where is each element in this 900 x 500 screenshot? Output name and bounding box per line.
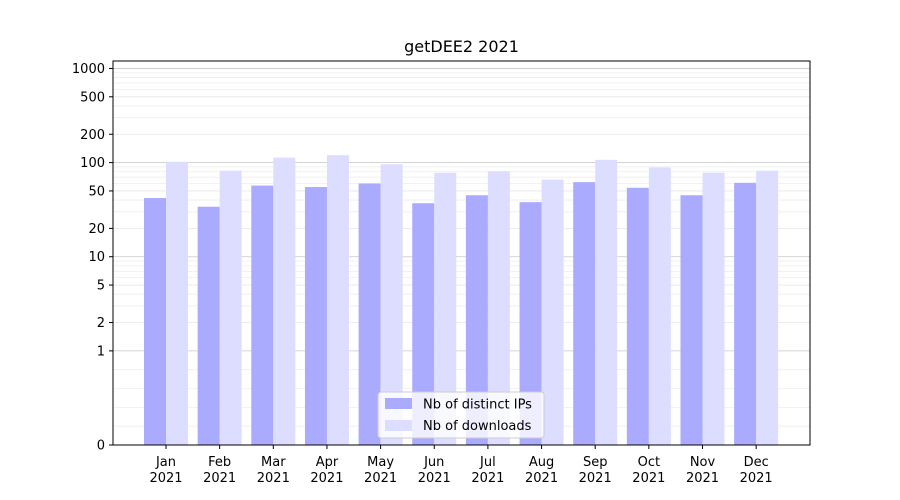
y-tick-label: 10 [88,250,105,265]
x-tick-label-month: Nov [690,455,716,470]
x-tick-label-month: Jun [423,455,444,470]
x-tick-label-month: Sep [583,455,608,470]
x-tick-label-year: 2021 [257,471,290,486]
bar-distinct-ips [358,183,381,445]
y-tick-label: 100 [80,156,105,171]
bar-downloads [434,172,457,445]
x-tick-label-year: 2021 [203,471,236,486]
bar-distinct-ips [519,202,542,445]
bar-distinct-ips [412,203,435,445]
chart-title: getDEE2 2021 [404,37,519,56]
x-tick-label-year: 2021 [149,471,182,486]
x-tick-label-year: 2021 [632,471,665,486]
bar-distinct-ips [251,185,274,446]
y-tick-label: 20 [88,222,105,237]
x-tick-label-month: Dec [744,455,769,470]
x-tick-label-year: 2021 [686,471,719,486]
legend-swatch-downloads [385,420,412,431]
legend-swatch-ips [385,398,412,409]
x-tick-label-year: 2021 [364,471,397,486]
x-tick-label-month: Mar [261,455,286,470]
x-tick-label-year: 2021 [471,471,504,486]
bar-downloads [326,155,349,445]
y-axis: 0 1 2 5 10 20 50 100 200 500 1000 [72,62,113,454]
legend-box [377,391,545,439]
bar-downloads [756,170,779,445]
bars [144,155,779,446]
x-tick-label-month: Feb [208,455,231,470]
x-tick-label-year: 2021 [525,471,558,486]
legend-label-ips: Nb of distinct IPs [423,398,532,413]
y-tick-label: 2 [97,316,105,331]
y-tick-label: 1000 [72,62,105,77]
bar-distinct-ips [144,198,166,445]
bar-distinct-ips [734,182,757,445]
bar-distinct-ips [626,187,649,445]
bar-distinct-ips [304,187,327,445]
bar-downloads [595,159,618,446]
legend: Nb of distinct IPs Nb of downloads [377,391,545,439]
y-tick-label: 500 [80,90,105,105]
bar-distinct-ips [465,195,488,445]
x-tick-label-month: Aug [529,455,554,470]
y-tick-label: 0 [97,439,105,454]
x-tick-label-year: 2021 [418,471,451,486]
plot-frame [112,60,811,446]
bar-downloads [702,172,725,445]
x-tick-label-year: 2021 [740,471,773,486]
x-tick-label-month: Jul [479,455,496,470]
bar-distinct-ips [680,195,703,445]
x-tick-label-month: Jan [155,455,176,470]
y-tick-label: 5 [97,279,105,294]
bar-downloads [541,179,564,446]
bar-distinct-ips [197,206,220,445]
bar-distinct-ips [573,182,596,445]
bar-downloads [487,171,510,445]
legend-label-downloads: Nb of downloads [423,419,532,434]
x-tick-label-year: 2021 [579,471,612,486]
bar-downloads [166,161,188,445]
bar-downloads [648,167,671,446]
y-tick-label: 50 [88,184,105,199]
x-tick-label-year: 2021 [310,471,343,486]
y-tick-label: 200 [80,128,105,143]
x-tick-label-month: Oct [638,455,660,470]
x-tick-label-month: May [367,455,394,470]
bar-downloads [380,164,403,445]
x-axis: Jan2021Feb2021Mar2021Apr2021May2021Jun20… [149,445,773,486]
x-tick-label-month: Apr [316,455,339,470]
bar-downloads [273,157,296,446]
y-tick-label: 1 [97,344,105,359]
bar-downloads [219,170,242,445]
